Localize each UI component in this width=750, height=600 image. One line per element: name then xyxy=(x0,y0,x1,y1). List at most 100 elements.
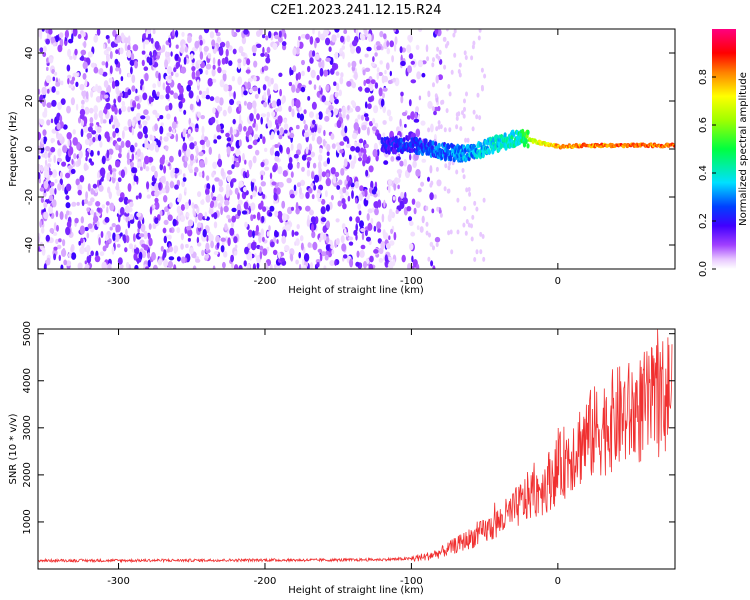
heatmap-noise-cell xyxy=(154,197,159,203)
heatmap-noise-cell xyxy=(116,35,122,43)
heatmap-noise-cell xyxy=(124,42,128,52)
heatmap-noise-cell xyxy=(155,70,160,79)
heatmap-noise-cell xyxy=(427,256,431,262)
heatmap-noise-cell xyxy=(319,67,324,77)
heatmap-noise-cell xyxy=(134,95,140,102)
heatmap-noise-cell xyxy=(427,100,433,109)
heatmap-noise-cell xyxy=(291,108,295,118)
heatmap-noise-cell xyxy=(426,56,430,62)
heatmap-noise-cell xyxy=(218,179,223,187)
heatmap-noise-cell xyxy=(146,194,151,199)
heatmap-noise-cell xyxy=(92,221,96,226)
heatmap-noise-cell xyxy=(294,231,299,236)
heatmap-noise-cell xyxy=(371,207,375,213)
heatmap-noise-cell xyxy=(237,76,243,86)
heatmap-noise-cell xyxy=(427,127,431,133)
heatmap-noise-cell xyxy=(380,240,386,250)
heatmap-noise-cell xyxy=(251,178,257,183)
heatmap-noise-cell xyxy=(173,245,179,253)
heatmap-noise-cell xyxy=(365,116,370,122)
heatmap-noise-cell xyxy=(333,81,337,86)
heatmap-noise-cell xyxy=(470,55,474,61)
heatmap-noise-cell xyxy=(51,69,55,74)
heatmap-noise-cell xyxy=(118,152,122,159)
heatmap-noise-cell xyxy=(399,46,403,54)
heatmap-noise-cell xyxy=(416,225,420,231)
heatmap-noise-cell xyxy=(336,33,340,38)
heatmap-noise-cell xyxy=(437,120,441,126)
heatmap-noise-cell xyxy=(77,184,83,192)
heatmap-noise-cell xyxy=(111,246,115,255)
heatmap-noise-cell xyxy=(233,264,239,269)
snr-series-line xyxy=(38,329,673,564)
heatmap-noise-cell xyxy=(360,228,366,232)
heatmap-noise-cell xyxy=(421,158,427,163)
heatmap-noise-cell xyxy=(252,123,256,128)
heatmap-noise-cell xyxy=(373,249,379,254)
heatmap-noise-cell xyxy=(167,214,173,221)
heatmap-noise-cell xyxy=(410,60,415,65)
heatmap-signal-cell xyxy=(391,136,396,142)
heatmap-noise-cell xyxy=(161,187,166,194)
heatmap-noise-cell xyxy=(324,254,329,261)
heatmap-noise-cell xyxy=(321,171,326,178)
y-tick-label: 3000 xyxy=(22,415,33,440)
heatmap-noise-cell xyxy=(158,72,161,82)
heatmap-noise-cell xyxy=(311,231,316,239)
heatmap-noise-cell xyxy=(262,193,266,199)
heatmap-noise-cell xyxy=(317,127,322,134)
heatmap-noise-cell xyxy=(136,258,142,263)
heatmap-noise-cell xyxy=(109,169,113,175)
heatmap-noise-cell xyxy=(73,153,77,160)
heatmap-noise-cell xyxy=(201,93,206,99)
heatmap-noise-cell xyxy=(478,29,482,33)
heatmap-noise-cell xyxy=(67,48,72,58)
heatmap-noise-cell xyxy=(180,204,185,211)
heatmap-noise-cell xyxy=(274,108,279,112)
heatmap-noise-cell xyxy=(313,174,320,183)
heatmap-noise-cell xyxy=(407,65,412,74)
heatmap-noise-cell xyxy=(38,145,41,154)
heatmap-noise-cell xyxy=(366,236,371,242)
heatmap-noise-cell xyxy=(463,106,466,112)
heatmap-noise-cell xyxy=(372,56,375,63)
heatmap-noise-cell xyxy=(376,149,380,157)
heatmap-noise-cell xyxy=(201,125,205,135)
heatmap-noise-cell xyxy=(84,106,90,115)
heatmap-noise-cell xyxy=(292,47,297,56)
heatmap-noise-cell xyxy=(390,156,395,162)
heatmap-noise-cell xyxy=(152,89,156,99)
heatmap-noise-cell xyxy=(295,87,300,94)
heatmap-noise-cell xyxy=(364,143,370,149)
heatmap-noise-cell xyxy=(53,71,58,76)
heatmap-noise-cell xyxy=(388,260,394,269)
heatmap-noise-cell xyxy=(274,210,279,217)
heatmap-noise-cell xyxy=(146,29,152,35)
heatmap-noise-cell xyxy=(180,66,187,74)
heatmap-noise-cell xyxy=(144,72,149,82)
heatmap-noise-cell xyxy=(215,110,219,119)
heatmap-noise-cell xyxy=(408,243,414,251)
heatmap-noise-cell xyxy=(316,74,320,81)
heatmap-noise-cell xyxy=(301,154,307,161)
heatmap-noise-cell xyxy=(97,134,102,142)
heatmap-noise-cell xyxy=(415,201,421,209)
heatmap-noise-cell xyxy=(86,250,90,257)
heatmap-noise-cell xyxy=(374,82,379,89)
heatmap-noise-cell xyxy=(232,118,236,125)
heatmap-noise-cell xyxy=(178,57,181,63)
heatmap-noise-cell xyxy=(226,214,231,219)
heatmap-noise-cell xyxy=(293,184,297,192)
heatmap-noise-cell xyxy=(457,69,461,74)
heatmap-noise-cell xyxy=(115,67,120,72)
heatmap-noise-cell xyxy=(238,46,244,54)
heatmap-noise-cell xyxy=(295,149,301,156)
heatmap-noise-cell xyxy=(159,136,163,141)
heatmap-noise-cell xyxy=(399,160,404,167)
heatmap-noise-cell xyxy=(62,239,66,247)
heatmap-noise-cell xyxy=(353,155,357,164)
heatmap-noise-cell xyxy=(219,41,226,48)
heatmap-noise-cell xyxy=(42,111,48,118)
heatmap-noise-cell xyxy=(290,143,294,151)
